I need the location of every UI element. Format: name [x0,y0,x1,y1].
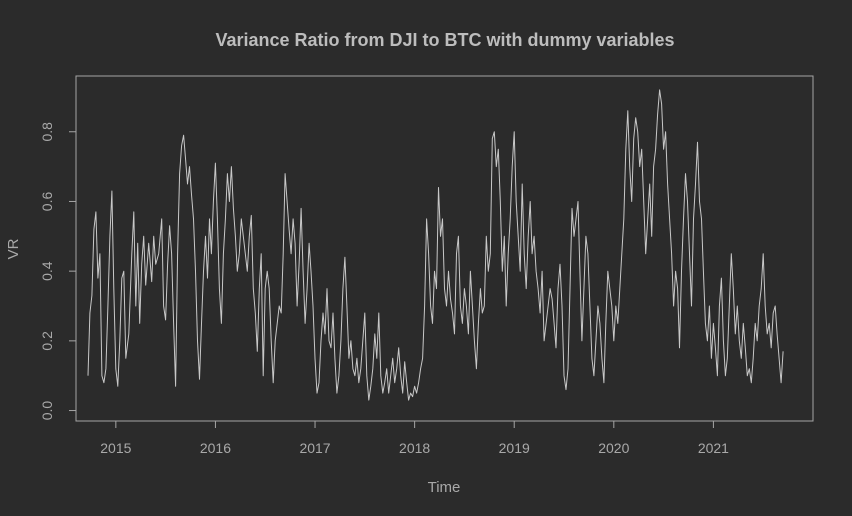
y-tick-label: 0.4 [39,261,55,281]
y-axis-label: VR [5,238,22,259]
series-layer [87,89,784,401]
x-axis-label: Time [428,479,461,496]
y-tick-label: 0.2 [39,331,55,351]
chart-title: Variance Ratio from DJI to BTC with dumm… [215,30,674,50]
x-tick-label: 2020 [598,440,629,456]
y-tick-label: 0.0 [39,401,55,421]
x-tick-label: 2017 [299,440,330,456]
x-tick-label: 2016 [200,440,231,456]
x-tick-label: 2019 [499,440,530,456]
x-axis: 2015 2016 2017 2018 2019 2020 2021 [100,421,729,456]
series-line [87,89,784,401]
plot-frame [75,75,814,422]
y-tick-label: 0.6 [39,192,55,212]
x-tick-label: 2018 [399,440,430,456]
x-tick-label: 2015 [100,440,131,456]
y-axis: 0.0 0.2 0.4 0.6 0.8 [39,122,76,420]
y-tick-label: 0.8 [39,122,55,142]
x-tick-label: 2021 [698,440,729,456]
